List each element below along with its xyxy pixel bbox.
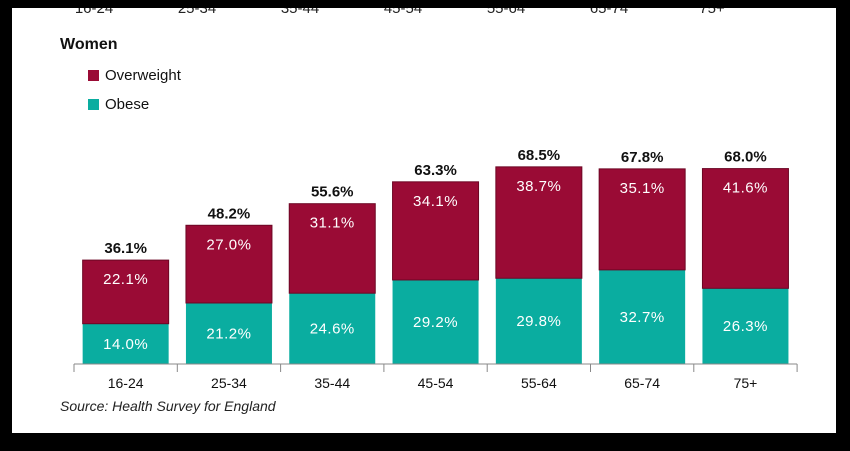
bar-overweight-25-34 — [185, 224, 273, 304]
x-tick-label: 35-44 — [314, 375, 350, 391]
data-label-total: 67.8% — [621, 149, 664, 166]
bar-obese-35-44 — [289, 293, 376, 364]
x-tick-label: 55-64 — [521, 375, 557, 391]
data-label-overweight: 41.6% — [723, 180, 768, 197]
data-label-overweight: 38.7% — [516, 178, 561, 195]
data-label-total: 48.2% — [208, 205, 251, 222]
legend-label: Overweight — [105, 67, 181, 84]
clipped-tick: 25-34 — [177, 8, 217, 17]
legend-item-overweight: Overweight — [88, 67, 181, 84]
data-label-obese: 21.2% — [206, 325, 251, 342]
chart-title: Women — [60, 36, 118, 53]
bar-obese-75+ — [702, 288, 789, 364]
x-tick-label: 45-54 — [418, 375, 454, 391]
data-label-total: 68.5% — [518, 147, 561, 164]
bar-obese-16-24 — [82, 323, 169, 364]
x-tick-label: 25-34 — [211, 375, 247, 391]
data-label-total: 36.1% — [104, 240, 147, 257]
clipped-tick: 55-64 — [486, 8, 526, 17]
clipped-tick: 45-54 — [383, 8, 423, 17]
data-label-obese: 32.7% — [620, 309, 665, 326]
clipped-tick: 16-24 — [74, 8, 114, 17]
data-label-overweight: 31.1% — [310, 215, 355, 232]
data-label-obese: 29.2% — [413, 314, 458, 331]
data-label-overweight: 34.1% — [413, 193, 458, 210]
bar-overweight-65-74 — [598, 168, 686, 271]
bar-obese-55-64 — [495, 278, 582, 364]
clipped-tick: 75+ — [699, 8, 725, 17]
data-label-total: 63.3% — [414, 162, 457, 179]
data-label-overweight: 35.1% — [620, 180, 665, 197]
legend-swatch-overweight — [88, 70, 99, 81]
legend-item-obese: Obese — [88, 96, 149, 113]
x-tick-label: 75+ — [734, 375, 758, 391]
x-tick-label: 65-74 — [624, 375, 660, 391]
data-label-overweight: 22.1% — [103, 271, 148, 288]
stacked-bar-chart: 14.0% 22.1% 36.1% 16-24 21.2% 27.0% 48.2% 25-34… — [73, 147, 798, 391]
clipped-previous-chart-ticks: 16-24 25-34 35-44 45-54 55-64 65-74 75+ — [12, 8, 836, 20]
bar-overweight-16-24 — [82, 259, 170, 325]
source-note: Source: Health Survey for England — [60, 398, 276, 414]
bar-obese-65-74 — [599, 269, 686, 364]
data-label-total: 68.0% — [724, 149, 767, 166]
bar-obese-25-34 — [185, 302, 272, 364]
bar-overweight-35-44 — [288, 203, 376, 294]
bar-obese-45-54 — [392, 279, 479, 364]
data-label-obese: 24.6% — [310, 321, 355, 338]
data-label-total: 55.6% — [311, 184, 354, 201]
data-label-obese: 14.0% — [103, 336, 148, 353]
data-label-overweight: 27.0% — [206, 236, 251, 253]
clipped-tick: 35-44 — [280, 8, 320, 17]
legend-label: Obese — [105, 96, 150, 113]
bar-overweight-55-64 — [495, 166, 583, 279]
legend-swatch-obese — [88, 99, 99, 110]
x-tick-label: 16-24 — [108, 375, 144, 391]
data-label-obese: 29.8% — [516, 313, 561, 330]
clipped-tick: 65-74 — [589, 8, 629, 17]
bar-overweight-45-54 — [392, 181, 480, 281]
chart-panel: 16-24 25-34 35-44 45-54 55-64 65-74 75+ … — [12, 8, 836, 433]
bar-overweight-75+ — [701, 168, 789, 289]
data-label-obese: 26.3% — [723, 318, 768, 335]
